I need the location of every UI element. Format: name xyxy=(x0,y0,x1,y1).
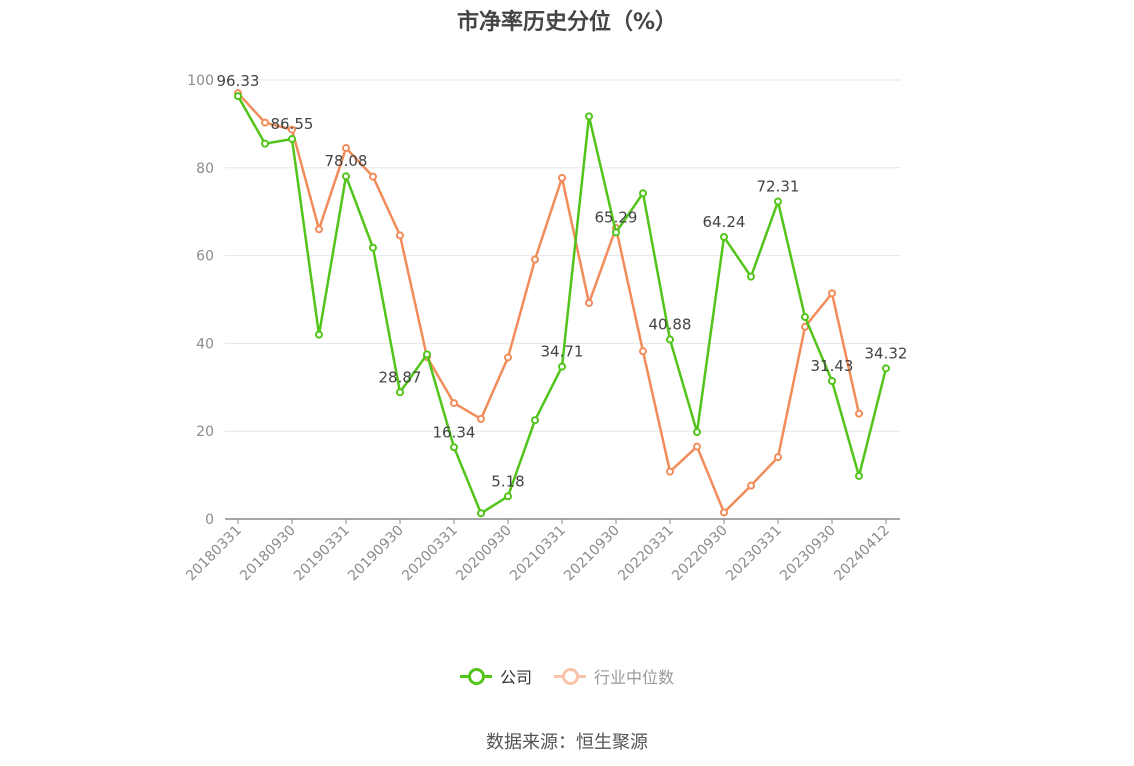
data-point[interactable] xyxy=(531,255,539,264)
data-label: 31.43 xyxy=(811,357,854,375)
data-point[interactable] xyxy=(450,443,458,452)
data-point[interactable] xyxy=(693,442,701,451)
data-point[interactable] xyxy=(288,135,296,144)
data-point[interactable] xyxy=(720,232,728,241)
legend-label-industry-median: 行业中位数 xyxy=(594,668,675,687)
y-tick-label: 20 xyxy=(196,424,214,440)
data-point[interactable] xyxy=(558,173,566,182)
data-point[interactable] xyxy=(342,144,350,153)
legend-label-company: 公司 xyxy=(499,668,532,687)
legend-item-company[interactable]: 公司 xyxy=(459,664,532,688)
data-point[interactable] xyxy=(855,471,863,480)
data-point[interactable] xyxy=(639,189,647,198)
x-tick-label: 20190930 xyxy=(345,523,407,585)
data-point[interactable] xyxy=(585,112,593,121)
x-tick-label: 20240412 xyxy=(831,523,893,585)
axes: 0 20 40 60 80 100 2018033120180930201903312019… xyxy=(183,73,900,584)
data-point[interactable] xyxy=(261,118,269,127)
data-label: 34.71 xyxy=(541,343,584,361)
data-label: 5.18 xyxy=(491,472,524,490)
x-tick-label: 20210930 xyxy=(561,523,623,585)
data-label: 65.29 xyxy=(595,208,638,226)
data-point[interactable] xyxy=(396,388,404,397)
x-tick-label: 20210331 xyxy=(507,523,569,585)
data-point[interactable] xyxy=(477,509,485,518)
grid-lines xyxy=(225,79,900,432)
data-label: 72.31 xyxy=(757,178,800,196)
data-point[interactable] xyxy=(828,289,836,298)
data-point[interactable] xyxy=(477,414,485,423)
data-point[interactable] xyxy=(693,428,701,437)
data-label: 28.87 xyxy=(379,368,422,386)
x-tick-label: 20200331 xyxy=(399,523,461,585)
data-point[interactable] xyxy=(396,231,404,240)
data-point[interactable] xyxy=(747,272,755,281)
data-point[interactable] xyxy=(774,197,782,206)
data-point[interactable] xyxy=(261,139,269,148)
legend-swatch-industry-median xyxy=(554,666,586,686)
series-line xyxy=(237,92,861,514)
data-point[interactable] xyxy=(612,228,620,237)
y-tick-label: 100 xyxy=(187,73,214,89)
x-tick-label: 20200930 xyxy=(453,523,515,585)
chart-title: 市净率历史分位（%） xyxy=(456,10,678,35)
series-industry-median xyxy=(234,89,863,517)
source-note: 数据来源：恒生聚源 xyxy=(486,732,648,753)
x-tick-label: 20220331 xyxy=(615,523,677,585)
data-point[interactable] xyxy=(639,347,647,356)
data-point[interactable] xyxy=(234,92,242,101)
legend-dot-industry-median xyxy=(562,668,579,685)
data-label: 96.33 xyxy=(217,72,260,90)
data-point[interactable] xyxy=(450,399,458,408)
legend-item-industry-median[interactable]: 行业中位数 xyxy=(554,664,674,688)
x-tick-label: 20220930 xyxy=(669,523,731,585)
data-point[interactable] xyxy=(801,313,809,322)
x-tick-label: 20180930 xyxy=(237,523,299,585)
data-point[interactable] xyxy=(585,299,593,308)
x-tick-label: 20190331 xyxy=(291,523,353,585)
data-point[interactable] xyxy=(504,353,512,362)
data-label: 40.88 xyxy=(649,316,692,334)
legend-swatch-company xyxy=(459,666,492,686)
data-point[interactable] xyxy=(369,172,377,181)
data-point[interactable] xyxy=(666,467,674,476)
data-label: 78.08 xyxy=(325,152,368,170)
data-point[interactable] xyxy=(855,409,863,418)
data-label: 64.24 xyxy=(703,213,746,231)
legend: 公司 行业中位数 xyxy=(0,664,1134,688)
data-point[interactable] xyxy=(774,453,782,462)
series-layer xyxy=(234,89,890,518)
data-label: 86.55 xyxy=(271,115,314,133)
data-point[interactable] xyxy=(369,243,377,252)
y-tick-label: 40 xyxy=(196,336,214,352)
x-tick-label: 20230331 xyxy=(723,523,785,585)
data-label: 34.32 xyxy=(865,344,908,362)
y-tick-label: 0 xyxy=(205,512,214,528)
data-point[interactable] xyxy=(315,330,323,339)
series-company xyxy=(234,92,890,518)
data-point[interactable] xyxy=(315,225,323,234)
data-point[interactable] xyxy=(288,125,296,134)
legend-dot-company xyxy=(467,668,485,685)
data-point[interactable] xyxy=(666,335,674,344)
data-point[interactable] xyxy=(504,492,512,501)
data-point[interactable] xyxy=(747,481,755,490)
data-point[interactable] xyxy=(882,364,890,373)
data-point[interactable] xyxy=(720,508,728,517)
data-point[interactable] xyxy=(558,362,566,371)
data-labels: 96.33 86.55 78.08 28.87 16.34 5.18 34.71 65.29 4… xyxy=(217,72,908,490)
data-point[interactable] xyxy=(342,172,350,181)
data-point[interactable] xyxy=(828,377,836,386)
x-tick-label: 20180331 xyxy=(183,523,245,585)
data-label: 16.34 xyxy=(433,423,476,441)
data-point[interactable] xyxy=(423,350,431,359)
x-tick-label: 20230930 xyxy=(777,523,839,585)
y-tick-label: 60 xyxy=(196,249,214,265)
y-tick-label: 80 xyxy=(196,161,214,177)
data-point[interactable] xyxy=(531,416,539,425)
